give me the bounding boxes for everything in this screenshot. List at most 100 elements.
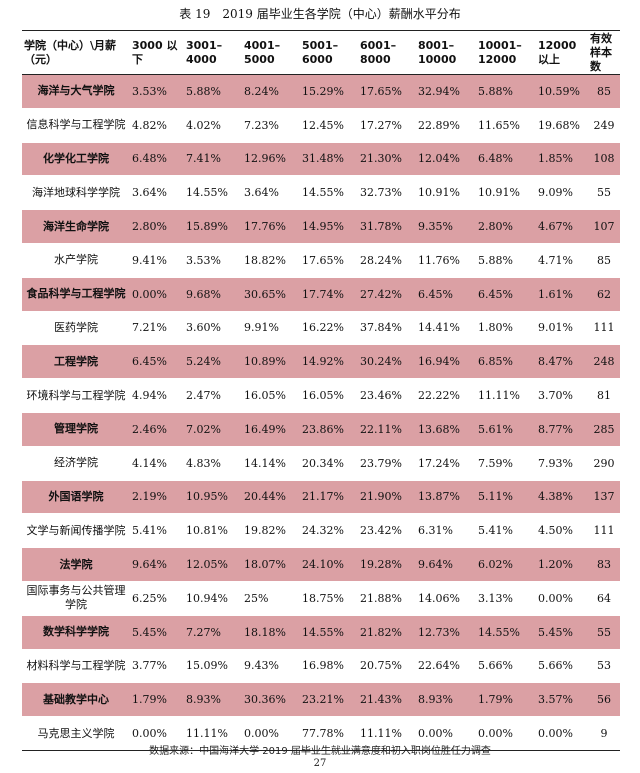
salary-percent-cell: 14.55% bbox=[302, 186, 344, 200]
salary-percent-cell: 5.45% bbox=[536, 614, 588, 650]
salary-percent-cell: 12.05% bbox=[184, 547, 242, 582]
sample-count-cell: 55 bbox=[588, 614, 620, 650]
salary-percent-cell: 25% bbox=[244, 591, 269, 605]
sample-count-cell: 111 bbox=[593, 321, 615, 335]
salary-percent-cell: 9.35% bbox=[416, 209, 476, 244]
header-col-4: 5001–6000 bbox=[300, 30, 358, 75]
sample-count-cell: 108 bbox=[588, 141, 620, 177]
salary-percent-cell: 7.41% bbox=[184, 141, 242, 177]
salary-percent-cell: 4.83% bbox=[186, 456, 221, 470]
sample-count-cell: 249 bbox=[593, 118, 615, 132]
table-body: 海洋与大气学院 3.53% 5.88% 8.24% 15.29% 17.65% 32.94%… bbox=[22, 74, 620, 751]
salary-percent-cell: 12.04% bbox=[416, 141, 476, 177]
table-row: 水产学院 9.41% 3.53% 18.82% 17.65% 28.24% 11.76% 5.… bbox=[22, 243, 620, 277]
sample-count-cell: 62 bbox=[588, 276, 620, 312]
salary-percent-cell: 32.73% bbox=[360, 186, 402, 200]
salary-percent-cell: 13.87% bbox=[416, 479, 476, 515]
salary-percent-cell: 2.47% bbox=[186, 389, 221, 403]
table-row: 环境科学与工程学院 4.94% 2.47% 16.05% 16.05% 23.46% 22.… bbox=[22, 379, 620, 413]
salary-percent-cell: 10.91% bbox=[418, 186, 460, 200]
salary-percent-cell: 2.80% bbox=[130, 209, 184, 244]
table-row: 经济学院 4.14% 4.83% 14.14% 20.34% 23.79% 17.24% 7.… bbox=[22, 446, 620, 480]
header-col-8: 12000 以上 bbox=[536, 30, 588, 75]
salary-percent-cell: 16.22% bbox=[302, 321, 344, 335]
salary-distribution-table: 学院（中心）\月薪（元） 3000 以下 3001–4000 4001–5000… bbox=[22, 30, 620, 751]
salary-percent-cell: 16.98% bbox=[302, 659, 344, 673]
table-row: 外国语学院 2.19% 10.95% 20.44% 21.17% 21.90% 13.87%… bbox=[22, 479, 620, 515]
salary-percent-cell: 7.93% bbox=[538, 456, 573, 470]
college-name: 外国语学院 bbox=[22, 479, 130, 515]
sample-count-cell: 81 bbox=[597, 389, 611, 403]
salary-percent-cell: 14.92% bbox=[300, 344, 358, 380]
salary-percent-cell: 17.27% bbox=[360, 118, 402, 132]
salary-percent-cell: 1.61% bbox=[536, 276, 588, 312]
salary-percent-cell: 17.76% bbox=[242, 209, 300, 244]
salary-percent-cell: 7.27% bbox=[184, 614, 242, 650]
salary-percent-cell: 3.64% bbox=[132, 186, 167, 200]
salary-percent-cell: 17.65% bbox=[302, 253, 344, 267]
college-name: 信息科学与工程学院 bbox=[26, 118, 126, 132]
salary-percent-cell: 6.31% bbox=[418, 524, 453, 538]
salary-percent-cell: 9.01% bbox=[538, 321, 573, 335]
salary-percent-cell: 1.80% bbox=[478, 321, 513, 335]
salary-percent-cell: 21.82% bbox=[358, 614, 416, 650]
header-sample-count: 有效样本数 bbox=[588, 30, 620, 75]
table-row: 文学与新闻传播学院 5.41% 10.81% 19.82% 24.32% 23.42% 6.… bbox=[22, 514, 620, 548]
sample-count-cell: 55 bbox=[597, 186, 611, 200]
salary-percent-cell: 4.02% bbox=[186, 118, 221, 132]
salary-percent-cell: 17.24% bbox=[418, 456, 460, 470]
salary-percent-cell: 20.44% bbox=[242, 479, 300, 515]
salary-percent-cell: 16.49% bbox=[242, 411, 300, 447]
salary-percent-cell: 12.45% bbox=[302, 118, 344, 132]
sample-count-cell: 137 bbox=[588, 479, 620, 515]
table-row: 管理学院 2.46% 7.02% 16.49% 23.86% 22.11% 13.68% 5.… bbox=[22, 411, 620, 447]
salary-percent-cell: 5.66% bbox=[478, 659, 513, 673]
college-name: 数学科学学院 bbox=[22, 614, 130, 650]
salary-percent-cell: 8.47% bbox=[536, 344, 588, 380]
salary-percent-cell: 22.89% bbox=[418, 118, 460, 132]
college-name: 基础教学中心 bbox=[22, 682, 130, 718]
college-name: 化学化工学院 bbox=[22, 141, 130, 177]
salary-percent-cell: 5.66% bbox=[538, 659, 573, 673]
salary-percent-cell: 4.71% bbox=[538, 253, 573, 267]
page-number: 27 bbox=[313, 758, 327, 769]
salary-percent-cell: 21.17% bbox=[300, 479, 358, 515]
salary-percent-cell: 9.41% bbox=[132, 253, 167, 267]
table-row: 马克思主义学院 0.00% 11.11% 0.00% 77.78% 11.11% 0.00%… bbox=[22, 716, 620, 751]
salary-percent-cell: 18.07% bbox=[242, 547, 300, 582]
sample-count-cell: 111 bbox=[593, 524, 615, 538]
college-name: 工程学院 bbox=[22, 344, 130, 380]
salary-percent-cell: 13.68% bbox=[416, 411, 476, 447]
salary-percent-cell: 22.11% bbox=[358, 411, 416, 447]
salary-percent-cell: 4.82% bbox=[132, 118, 167, 132]
college-name: 食品科学与工程学院 bbox=[22, 276, 130, 312]
salary-percent-cell: 9.64% bbox=[130, 547, 184, 582]
sample-count-cell: 107 bbox=[588, 209, 620, 244]
salary-percent-cell: 6.45% bbox=[416, 276, 476, 312]
salary-percent-cell: 37.84% bbox=[360, 321, 402, 335]
salary-percent-cell: 4.50% bbox=[538, 524, 573, 538]
header-col-2: 3001–4000 bbox=[184, 30, 242, 75]
table-row: 法学院 9.64% 12.05% 18.07% 24.10% 19.28% 9.64% 6.0… bbox=[22, 547, 620, 582]
salary-percent-cell: 8.77% bbox=[536, 411, 588, 447]
college-name: 水产学院 bbox=[54, 253, 98, 267]
salary-percent-cell: 19.68% bbox=[538, 118, 580, 132]
salary-percent-cell: 2.46% bbox=[130, 411, 184, 447]
header-col-3: 4001–5000 bbox=[242, 30, 300, 75]
salary-percent-cell: 5.41% bbox=[132, 524, 167, 538]
table-row: 海洋与大气学院 3.53% 5.88% 8.24% 15.29% 17.65% 32.94%… bbox=[22, 74, 620, 109]
table-row: 基础教学中心 1.79% 8.93% 30.36% 23.21% 21.43% 8.93% 1… bbox=[22, 682, 620, 718]
salary-percent-cell: 22.22% bbox=[418, 389, 460, 403]
salary-percent-cell: 30.24% bbox=[358, 344, 416, 380]
table-row: 食品科学与工程学院 0.00% 9.68% 30.65% 17.74% 27.42% 6.4… bbox=[22, 276, 620, 312]
salary-percent-cell: 18.18% bbox=[242, 614, 300, 650]
college-name: 管理学院 bbox=[22, 411, 130, 447]
salary-percent-cell: 16.05% bbox=[244, 389, 286, 403]
salary-percent-cell: 6.45% bbox=[130, 344, 184, 380]
salary-percent-cell: 3.77% bbox=[132, 659, 167, 673]
salary-percent-cell: 23.21% bbox=[300, 682, 358, 718]
salary-percent-cell: 14.55% bbox=[186, 186, 228, 200]
salary-percent-cell: 21.88% bbox=[360, 591, 402, 605]
table-caption: 表 19 2019 届毕业生各学院（中心）薪酬水平分布 bbox=[179, 7, 461, 21]
sample-count-cell: 64 bbox=[597, 591, 611, 605]
